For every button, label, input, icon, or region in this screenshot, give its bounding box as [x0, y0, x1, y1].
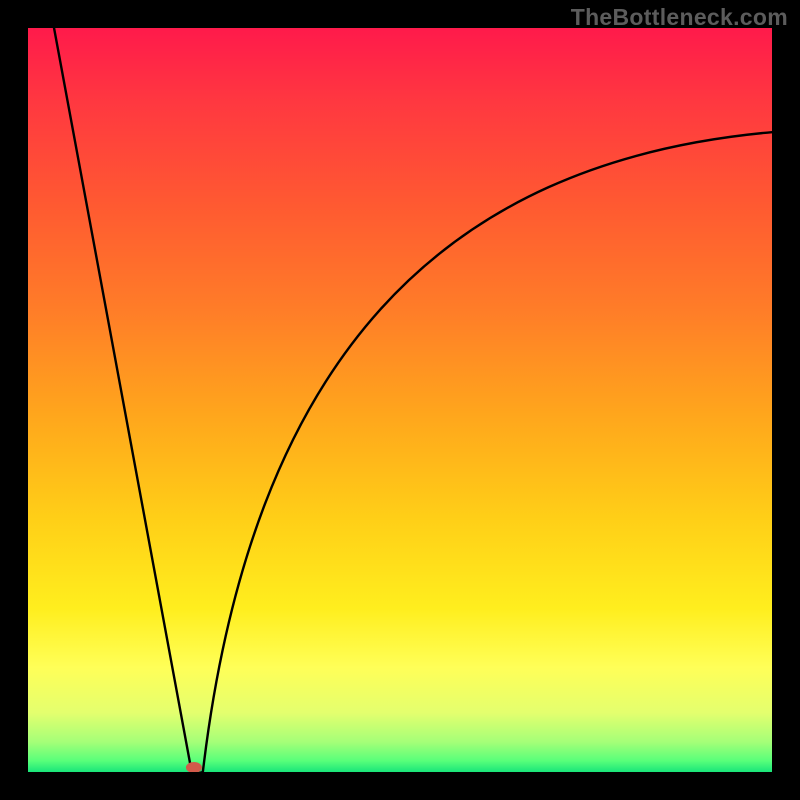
plot-svg [28, 28, 772, 772]
plot-background [28, 28, 772, 772]
watermark-text: TheBottleneck.com [571, 4, 788, 31]
chart-frame: TheBottleneck.com [0, 0, 800, 800]
